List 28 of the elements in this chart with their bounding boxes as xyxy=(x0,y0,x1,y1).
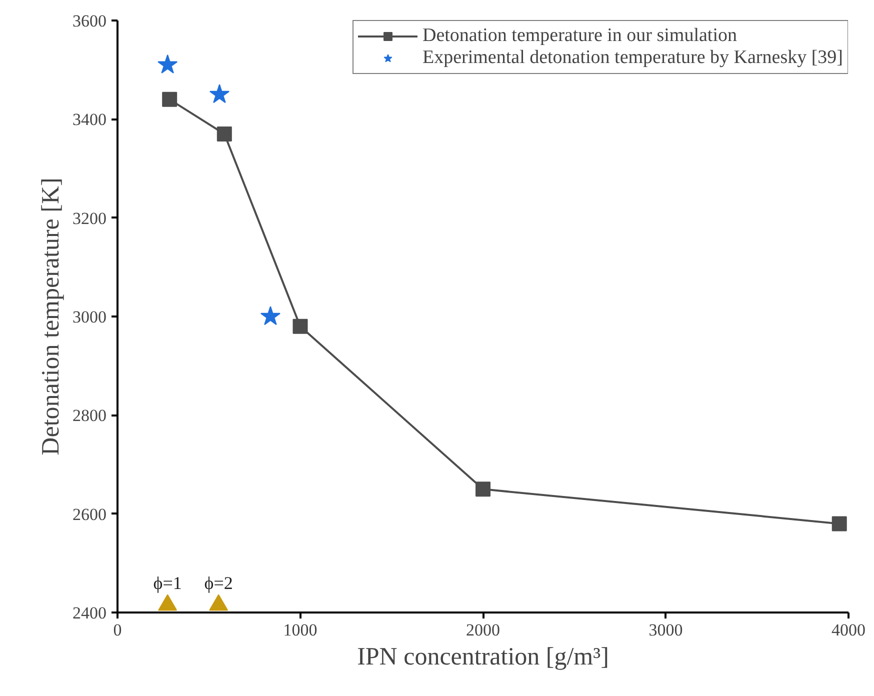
y-tick-label: 2800 xyxy=(72,406,106,426)
point xyxy=(209,84,230,104)
y-tick-label: 2400 xyxy=(72,604,106,622)
point xyxy=(162,92,178,107)
point xyxy=(158,594,178,611)
y-axis-title: Detonation temperature [K] xyxy=(38,178,64,456)
point xyxy=(158,54,178,74)
point xyxy=(476,482,490,497)
point xyxy=(216,126,232,142)
point xyxy=(832,516,847,532)
y-tick-label: 3200 xyxy=(72,208,106,228)
point xyxy=(209,594,228,611)
x-tick-label: 3000 xyxy=(648,620,683,640)
legend-label: Detonation temperature in our simulation xyxy=(422,25,737,47)
point xyxy=(260,306,280,326)
x-tick-label: 2000 xyxy=(466,620,500,640)
x-axis-title: IPN concentration [g/m³] xyxy=(357,644,609,670)
x-tick-label: 1000 xyxy=(283,620,318,640)
legend-label: Experimental detonation temperature by Karnesky [39] xyxy=(422,47,843,69)
x-tick-label: 0 xyxy=(113,620,122,640)
y-tick-label: 3400 xyxy=(72,110,106,130)
x-tick-label: 4000 xyxy=(832,620,866,640)
y-tick-label: 3000 xyxy=(72,308,106,326)
annotation: ϕ=1 xyxy=(153,573,182,594)
annotation: ϕ=2 xyxy=(204,573,233,594)
y-tick-label: 2600 xyxy=(72,504,106,524)
point xyxy=(292,318,308,334)
y-tick-label: 3600 xyxy=(72,12,106,30)
